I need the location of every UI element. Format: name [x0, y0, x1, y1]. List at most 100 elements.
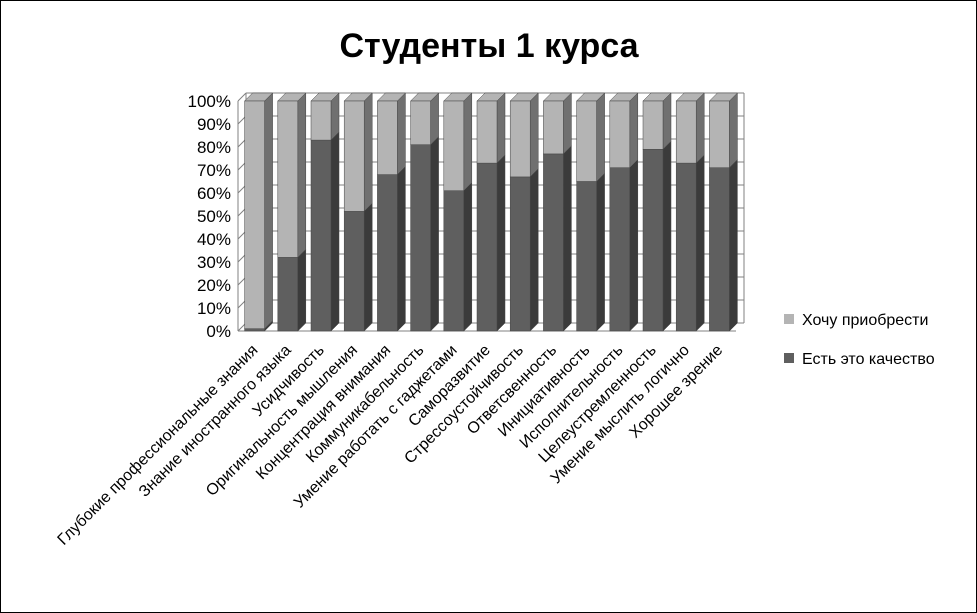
bar-front [343, 100, 365, 212]
legend: Хочу приобрести Есть это качество [784, 312, 935, 368]
bar-front [244, 100, 265, 329]
bar-segment [409, 92, 440, 146]
gridline-side [237, 92, 247, 102]
bar-front [642, 149, 664, 332]
bar-front [576, 181, 597, 332]
y-tick-label: 0% [206, 322, 231, 341]
bars [243, 92, 739, 332]
bar-segment [476, 154, 506, 332]
bar-side [729, 92, 738, 169]
bar-side [529, 92, 539, 178]
legend-label-want: Хочу приобрести [802, 312, 928, 329]
bar-front [310, 139, 332, 332]
bar-side [563, 145, 572, 332]
bar-side [596, 92, 605, 183]
bar-side [662, 92, 672, 150]
bar-side [695, 92, 705, 164]
y-tick-label: 40% [197, 230, 231, 249]
bar-segment [609, 92, 639, 169]
bar-side [729, 159, 738, 332]
bar-side [496, 154, 506, 332]
y-tick-label: 30% [197, 253, 231, 272]
bar-side [363, 92, 373, 213]
y-tick-label: 50% [197, 207, 231, 226]
bar-side [397, 165, 406, 332]
bar-side [363, 202, 373, 332]
bar-front [476, 162, 498, 332]
bar-side [496, 92, 506, 164]
bar-front [543, 153, 564, 332]
bar-segment [543, 145, 572, 332]
bar-side [397, 92, 406, 176]
bar-segment [243, 92, 274, 330]
bar-front [410, 144, 431, 332]
bar-segment [642, 140, 672, 332]
bar-front [343, 211, 365, 332]
bar-segment [410, 136, 439, 332]
bar-front [609, 167, 631, 332]
bar-front [443, 100, 465, 191]
bar-side [596, 172, 605, 332]
bar-side [662, 140, 672, 332]
bar-front [543, 100, 564, 155]
bar-segment [443, 92, 473, 192]
bar-front [709, 167, 730, 332]
y-tick-label: 90% [197, 115, 231, 134]
bar-segment [576, 172, 605, 332]
bar-side [529, 168, 539, 332]
bar-segment [343, 202, 373, 332]
bar-segment [609, 159, 639, 332]
bar-segment [277, 248, 307, 332]
legend-swatch-have [784, 353, 794, 363]
bar-segment [310, 131, 340, 332]
bar-front [709, 100, 730, 168]
bar-front [443, 190, 465, 332]
bar-segment [310, 92, 340, 141]
bar-segment [709, 159, 738, 332]
y-axis: 0% 10% 20% 30% 40% 50% 60% 70% 80% 90% 100% [188, 92, 239, 341]
bar-side [695, 154, 705, 332]
bar-segment [542, 92, 573, 155]
bar-front [476, 100, 498, 164]
bar-side [430, 136, 439, 332]
bar-segment [376, 92, 407, 176]
bar-front [675, 162, 697, 332]
bar-front [377, 100, 398, 175]
bar-front [244, 328, 265, 332]
bar-segment [642, 92, 672, 150]
y-tick-label: 10% [197, 299, 231, 318]
bar-front [410, 100, 431, 145]
bar-side [297, 248, 307, 332]
bar-side [463, 92, 473, 192]
y-tick-label: 100% [188, 92, 231, 111]
bar-side [297, 92, 307, 259]
bar-front [277, 100, 299, 258]
bar-segment [675, 154, 705, 332]
bar-front [509, 176, 531, 332]
y-tick-label: 70% [197, 161, 231, 180]
bar-segment [708, 92, 739, 169]
chart-title: Студенты 1 курса [339, 27, 639, 65]
bar-side [463, 182, 473, 332]
y-tick-label: 80% [197, 138, 231, 157]
bar-segment [443, 182, 473, 332]
bar-front [642, 100, 664, 150]
bar-side [629, 159, 639, 332]
bar-segment [575, 92, 606, 183]
x-tick-label: Глубокие профессиональные знания [55, 342, 262, 549]
y-tick-label: 20% [197, 276, 231, 295]
bar-segment [377, 165, 406, 332]
bar-segment [277, 92, 307, 259]
bar-segment [343, 92, 373, 213]
bar-front [509, 100, 531, 178]
bar-segment [476, 92, 506, 164]
legend-label-have: Есть это качество [802, 351, 935, 368]
bar-side [629, 92, 639, 169]
bar-front [675, 100, 697, 164]
legend-swatch-want [784, 314, 794, 324]
bar-segment [509, 168, 539, 332]
bar-front [277, 257, 299, 332]
